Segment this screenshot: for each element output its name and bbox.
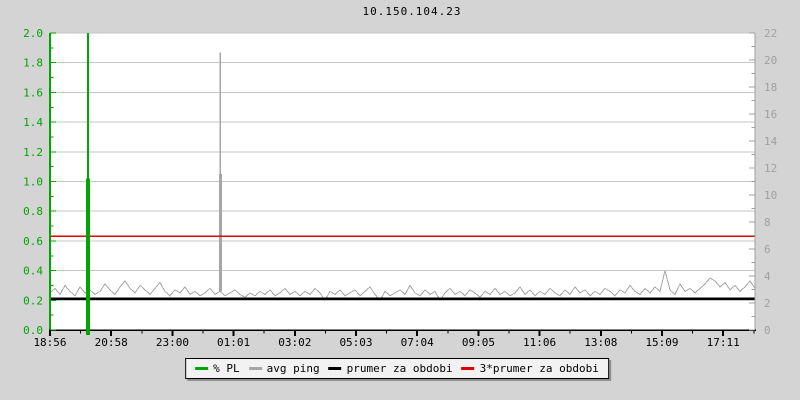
- right-axis-label: 2: [764, 297, 771, 310]
- right-axis-label: 22: [764, 27, 777, 40]
- x-axis-label: 05:03: [339, 336, 372, 349]
- x-axis-label: 01:01: [217, 336, 250, 349]
- left-axis-label: 1.0: [23, 176, 43, 189]
- legend-item-pl: % PL: [195, 362, 240, 375]
- x-axis-label: 09:05: [462, 336, 495, 349]
- x-axis-label: 07:04: [401, 336, 434, 349]
- legend-label: avg ping: [266, 362, 320, 375]
- series-avg-ping: [49, 270, 756, 302]
- x-axis-label: 17:11: [707, 336, 740, 349]
- right-axis-label: 20: [764, 54, 777, 67]
- x-axis-label: 23:00: [156, 336, 189, 349]
- x-axis-label: 11:06: [523, 336, 556, 349]
- chart-title: 10.150.104.23: [362, 5, 462, 18]
- left-axis-label: 1.8: [23, 57, 43, 70]
- legend-item-avg-ping: avg ping: [248, 362, 320, 375]
- x-axis-label: 15:09: [645, 336, 678, 349]
- legend-label: 3*prumer za obdobi: [479, 362, 599, 375]
- left-axis-label: 0.2: [23, 294, 43, 307]
- x-axis-label: 03:02: [278, 336, 311, 349]
- left-axis-label: 2.0: [23, 27, 43, 40]
- x-axis-label: 20:58: [95, 336, 128, 349]
- left-axis-label: 1.2: [23, 146, 43, 159]
- legend-label: % PL: [213, 362, 240, 375]
- legend-item-3prumer: 3*prumer za obdobi: [461, 362, 599, 375]
- legend-label: prumer za obdobi: [346, 362, 453, 375]
- right-axis-label: 4: [764, 270, 771, 283]
- chart-legend: % PL avg ping prumer za obdobi 3*prumer …: [185, 358, 609, 379]
- x-axis-label: 13:08: [584, 336, 617, 349]
- right-axis-label: 0: [764, 324, 771, 337]
- left-axis-label: 0.0: [23, 324, 43, 337]
- right-axis-label: 8: [764, 216, 771, 229]
- right-axis-label: 18: [764, 81, 777, 94]
- legend-swatch-prumer: [328, 367, 342, 370]
- legend-swatch-3prumer: [461, 367, 475, 370]
- left-axis-label: 0.8: [23, 205, 43, 218]
- x-axis-label: 18:56: [33, 336, 66, 349]
- right-axis-label: 16: [764, 108, 777, 121]
- right-axis-label: 14: [764, 135, 778, 148]
- legend-item-prumer: prumer za obdobi: [328, 362, 453, 375]
- left-axis-label: 0.4: [23, 265, 43, 278]
- legend-swatch-avg-ping: [248, 367, 262, 370]
- right-axis-label: 10: [764, 189, 777, 202]
- left-axis-label: 1.6: [23, 86, 43, 99]
- right-axis-label: 12: [764, 162, 777, 175]
- left-axis-label: 1.4: [23, 116, 43, 129]
- right-axis-label: 6: [764, 243, 771, 256]
- legend-swatch-pl: [195, 367, 209, 370]
- left-axis-label: 0.6: [23, 235, 43, 248]
